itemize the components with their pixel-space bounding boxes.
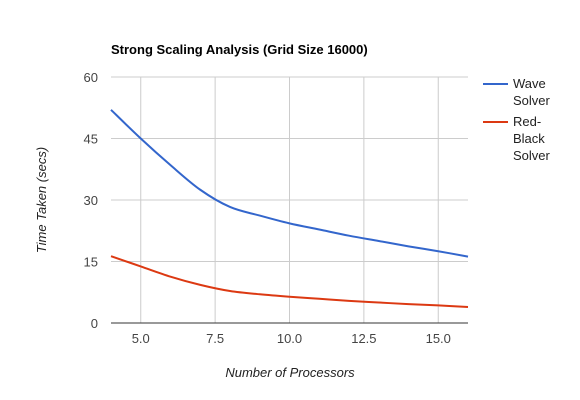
x-tick-label: 12.5 (351, 331, 376, 346)
y-tick-label: 0 (91, 316, 98, 331)
y-tick-label: 15 (84, 255, 98, 270)
x-tick-label: 5.0 (132, 331, 150, 346)
x-tick-label: 7.5 (206, 331, 224, 346)
y-axis-label: Time Taken (secs) (34, 147, 49, 253)
tick-labels: 0 15 30 45 60 5.0 7.5 10.0 12.5 15.0 (84, 70, 451, 346)
chart-title: Strong Scaling Analysis (Grid Size 16000… (111, 42, 368, 57)
series-line-1 (110, 255, 469, 309)
y-tick-label: 30 (84, 193, 98, 208)
y-tick-label: 45 (84, 132, 98, 147)
x-axis-label: Number of Processors (225, 365, 355, 380)
x-tick-label: 10.0 (277, 331, 302, 346)
legend-label-1: Red-Black Solver (513, 114, 551, 163)
series-lines (110, 109, 469, 309)
x-tick-label: 15.0 (426, 331, 451, 346)
series-line-0 (110, 109, 469, 258)
legend: Wave Solver Red-Black Solver (483, 76, 551, 163)
y-tick-label: 60 (84, 70, 98, 85)
legend-label-0: Wave Solver (513, 76, 551, 108)
grid-lines (111, 76, 468, 323)
